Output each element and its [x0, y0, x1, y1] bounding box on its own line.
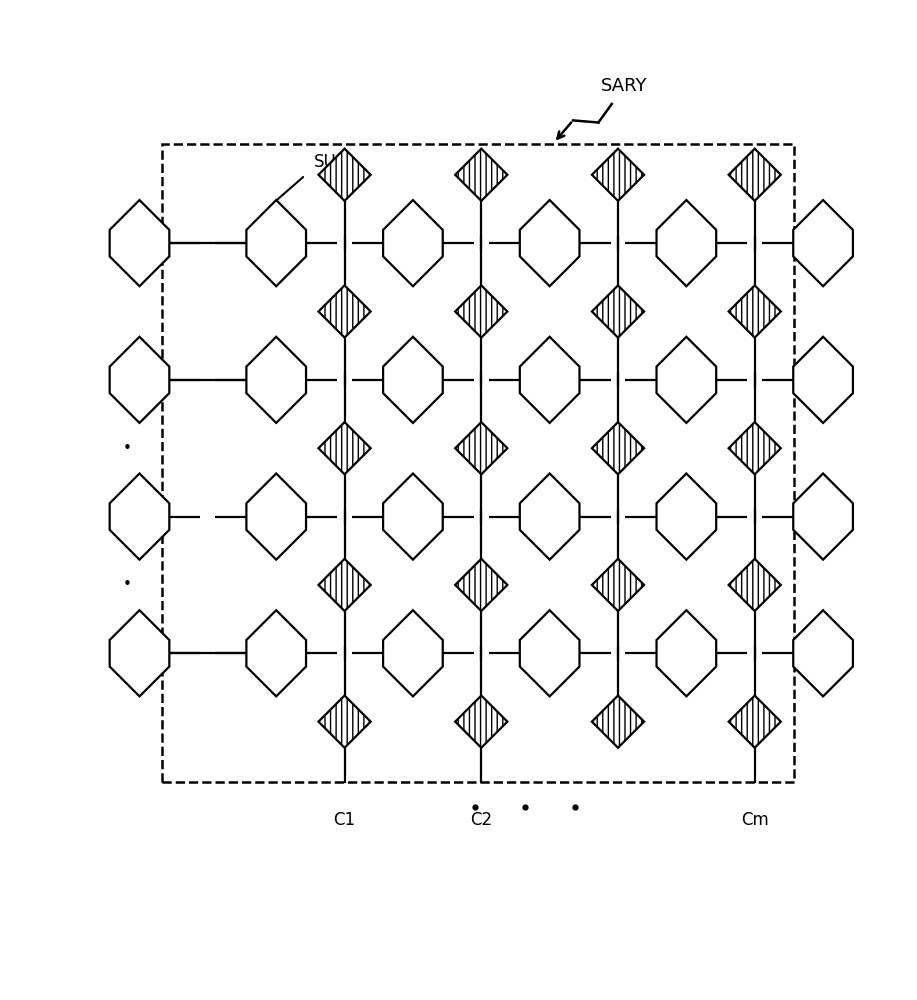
Polygon shape	[591, 285, 644, 338]
Text: R1: R1	[116, 234, 138, 252]
Polygon shape	[247, 473, 306, 560]
Polygon shape	[591, 422, 644, 474]
Polygon shape	[318, 559, 370, 611]
Text: Rn: Rn	[116, 644, 138, 662]
Polygon shape	[591, 559, 644, 611]
Polygon shape	[729, 696, 780, 748]
Polygon shape	[520, 610, 580, 696]
Polygon shape	[110, 610, 170, 696]
Polygon shape	[793, 200, 853, 286]
Polygon shape	[591, 696, 644, 748]
Polygon shape	[318, 422, 370, 474]
Polygon shape	[729, 422, 780, 474]
Polygon shape	[247, 610, 306, 696]
Polygon shape	[729, 149, 780, 201]
Polygon shape	[793, 473, 853, 560]
Polygon shape	[520, 200, 580, 286]
Polygon shape	[247, 337, 306, 423]
Polygon shape	[729, 285, 780, 338]
Polygon shape	[455, 285, 507, 338]
Text: •: •	[123, 441, 131, 456]
Polygon shape	[520, 337, 580, 423]
Text: C2: C2	[470, 811, 492, 829]
Polygon shape	[591, 149, 644, 201]
Polygon shape	[383, 610, 443, 696]
Text: C1: C1	[334, 811, 356, 829]
Polygon shape	[247, 200, 306, 286]
Polygon shape	[383, 337, 443, 423]
Polygon shape	[318, 285, 370, 338]
Polygon shape	[455, 422, 507, 474]
Text: R2: R2	[116, 371, 138, 389]
Polygon shape	[657, 473, 716, 560]
Polygon shape	[110, 200, 170, 286]
Polygon shape	[793, 337, 853, 423]
Polygon shape	[110, 337, 170, 423]
Polygon shape	[455, 696, 507, 748]
Text: SU: SU	[314, 153, 337, 171]
Polygon shape	[657, 610, 716, 696]
Polygon shape	[318, 696, 370, 748]
Polygon shape	[657, 337, 716, 423]
Polygon shape	[455, 559, 507, 611]
Polygon shape	[455, 149, 507, 201]
Polygon shape	[657, 200, 716, 286]
Polygon shape	[793, 610, 853, 696]
Bar	[162, 144, 794, 782]
Polygon shape	[729, 559, 780, 611]
Polygon shape	[383, 200, 443, 286]
Text: Cm: Cm	[741, 811, 768, 829]
Text: SARY: SARY	[601, 77, 647, 95]
Text: •: •	[123, 509, 131, 524]
Polygon shape	[520, 473, 580, 560]
Polygon shape	[383, 473, 443, 560]
Polygon shape	[110, 473, 170, 560]
Text: •: •	[123, 577, 131, 592]
Polygon shape	[318, 149, 370, 201]
